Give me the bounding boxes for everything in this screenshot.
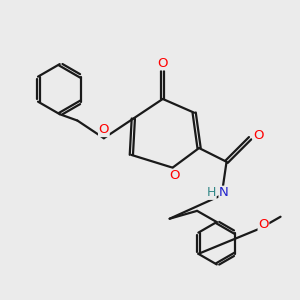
Text: O: O <box>170 169 180 182</box>
Text: H: H <box>207 186 216 199</box>
Text: O: O <box>253 129 264 142</box>
Text: O: O <box>99 124 109 136</box>
Text: O: O <box>158 57 168 70</box>
Text: O: O <box>258 218 269 231</box>
Text: N: N <box>219 186 229 199</box>
